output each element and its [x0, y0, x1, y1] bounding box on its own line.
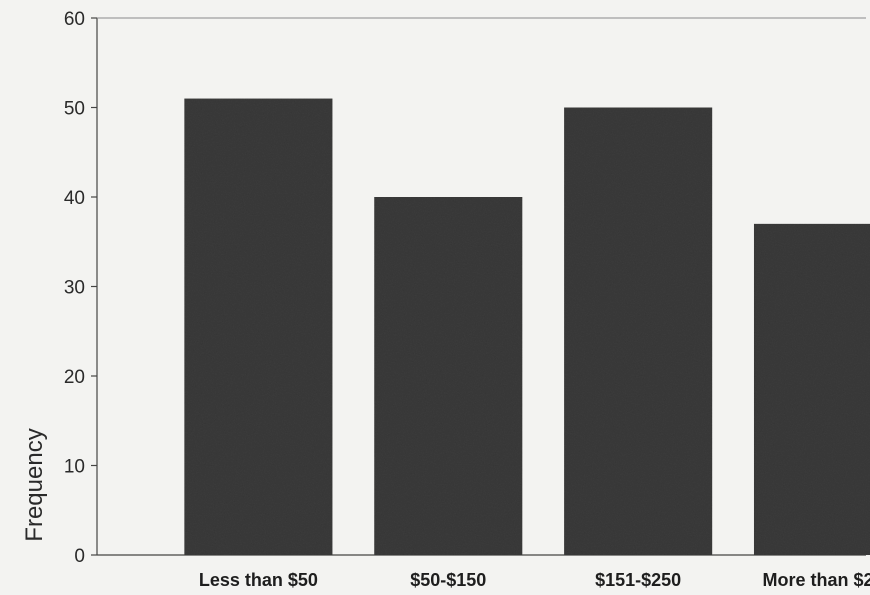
- y-tick-label: 40: [64, 188, 85, 209]
- y-tick-label: 10: [64, 457, 85, 478]
- y-tick-label: 20: [64, 367, 85, 388]
- bar: [374, 197, 523, 555]
- bar: [564, 107, 713, 555]
- y-tick-label: 0: [74, 546, 85, 567]
- x-tick-label: $151-$250: [595, 570, 681, 590]
- bar: [184, 98, 333, 556]
- bar: [753, 223, 870, 555]
- y-axis-ticks: 0 10 20 30 40 50 60: [64, 9, 97, 567]
- x-tick-label: Less than $50: [199, 570, 318, 590]
- x-tick-label: More than $250: [763, 570, 870, 590]
- y-tick-label: 50: [64, 99, 85, 120]
- y-tick-label: 60: [64, 9, 85, 30]
- x-tick-label: $50-$150: [410, 570, 486, 590]
- x-axis-labels: Less than $50 $50-$150 $151-$250 More than …: [199, 570, 870, 590]
- bars-group: [184, 98, 870, 556]
- y-tick-label: 30: [64, 278, 85, 299]
- y-axis-title: Frequency: [21, 428, 48, 541]
